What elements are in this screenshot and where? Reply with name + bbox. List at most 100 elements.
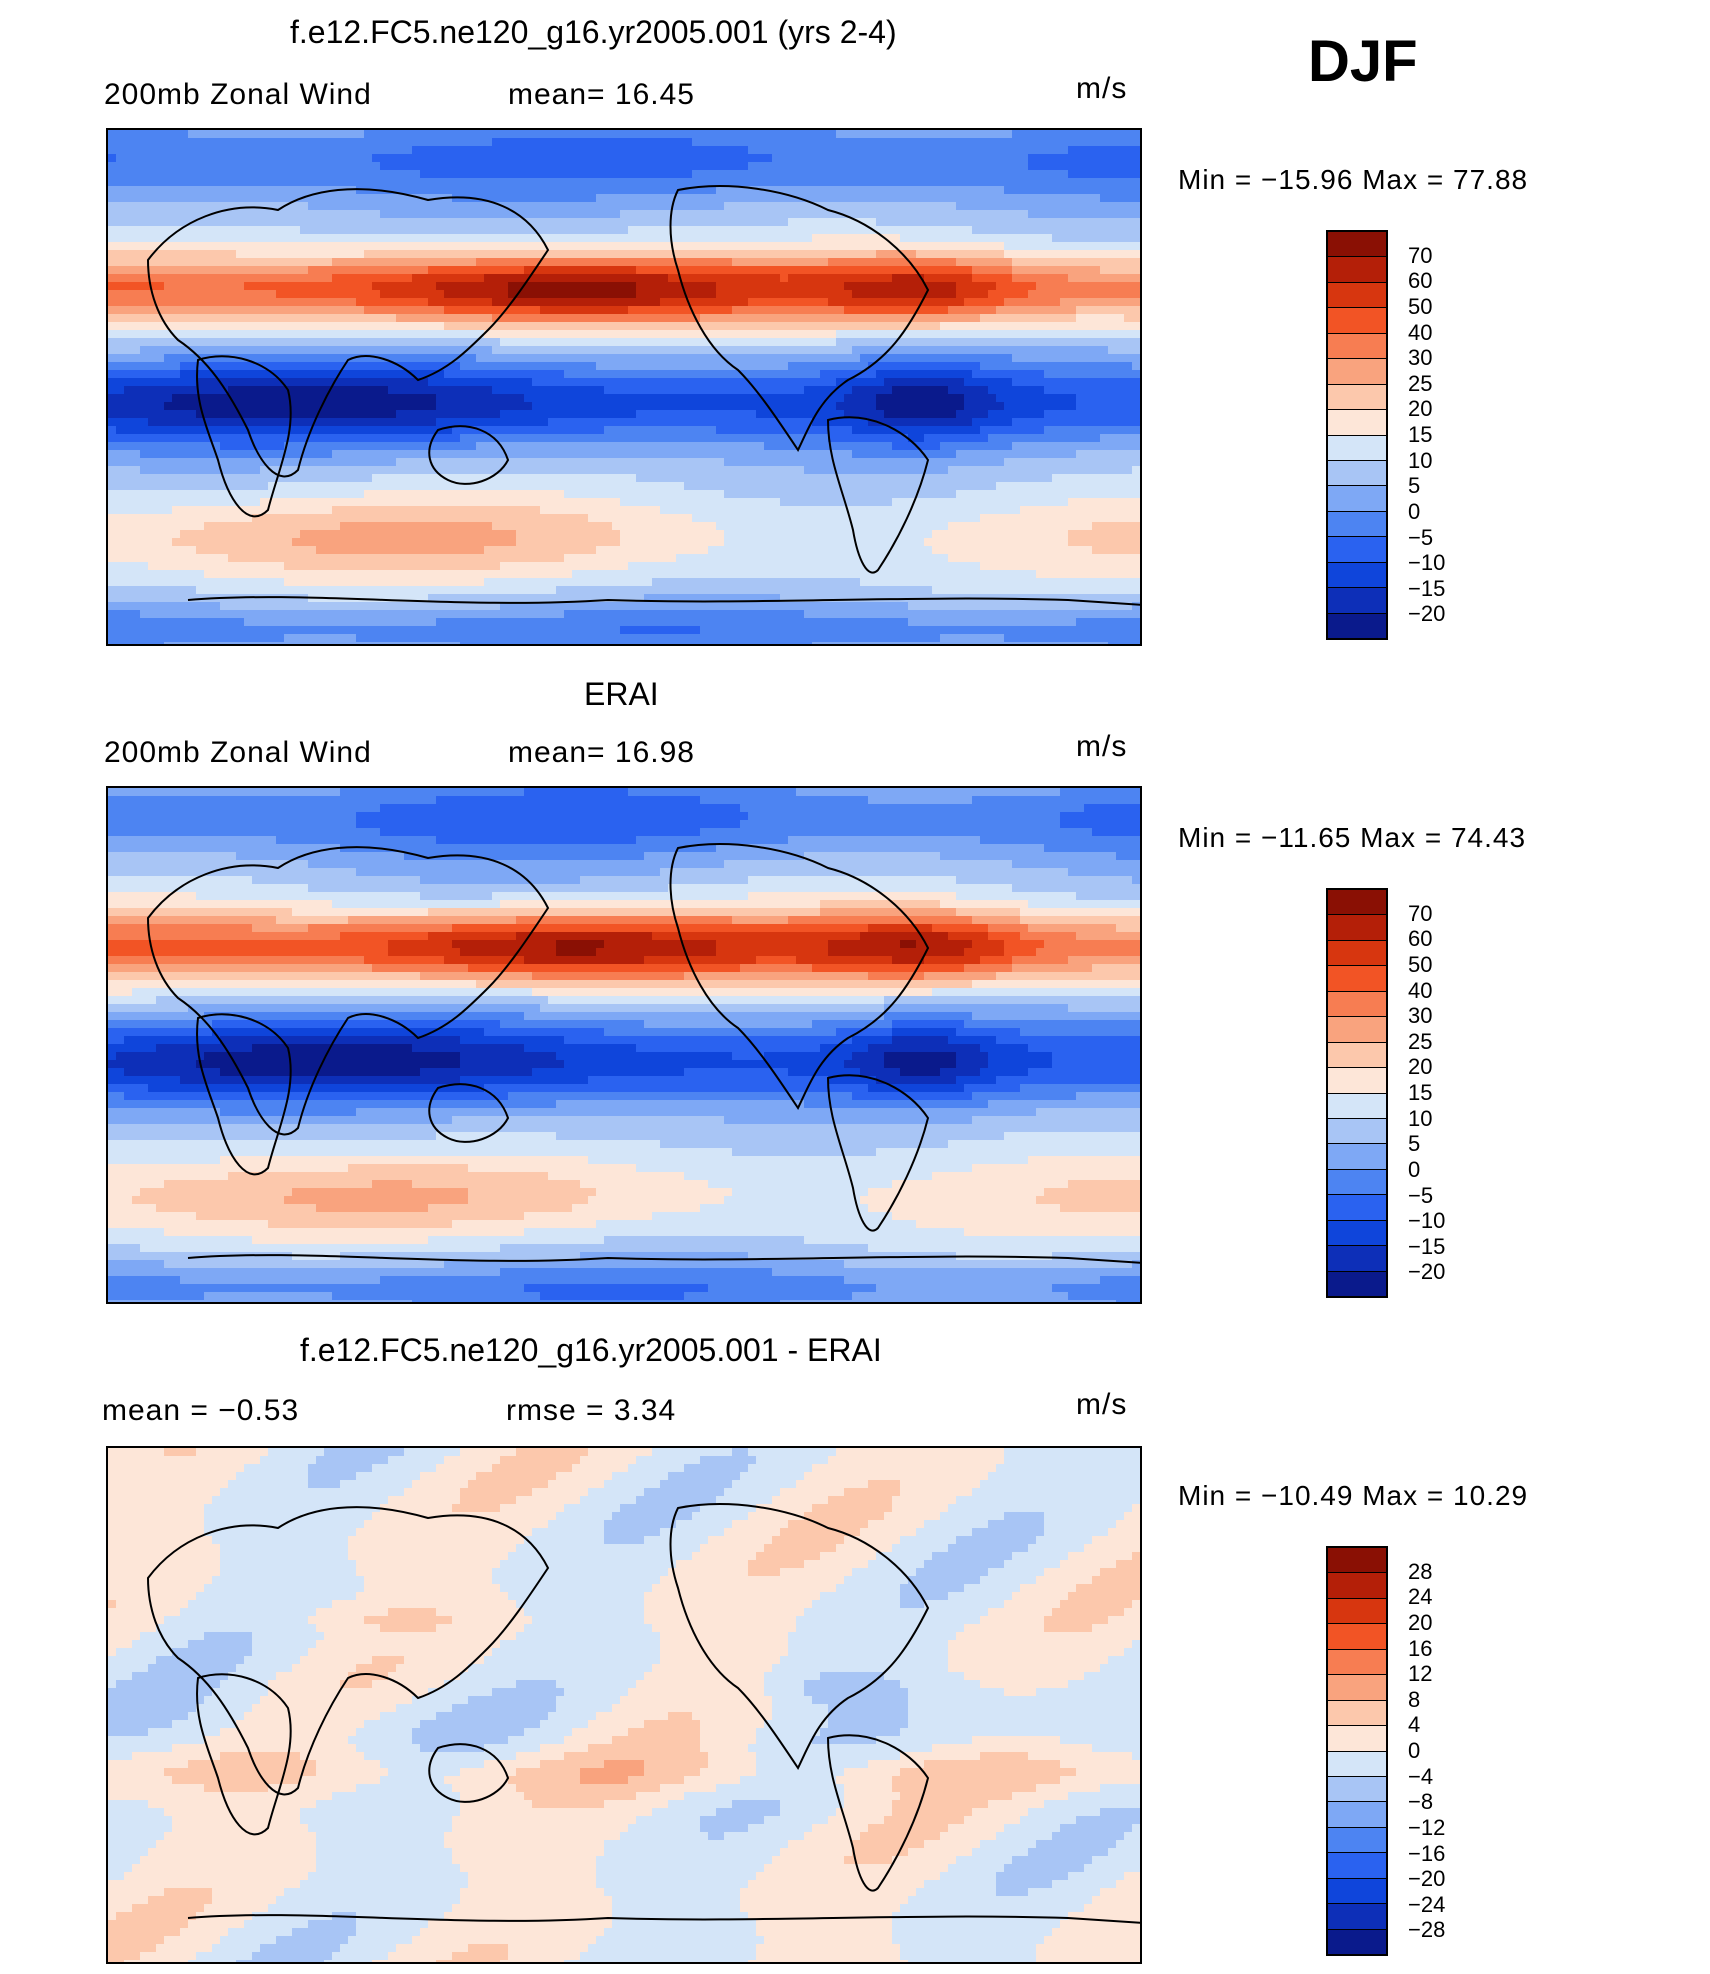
field-cell — [980, 354, 989, 363]
field-cell — [1036, 274, 1045, 283]
field-cell — [980, 138, 989, 147]
field-cell — [292, 378, 301, 387]
field-cell — [580, 394, 589, 403]
field-cell — [324, 210, 333, 219]
field-cell — [732, 354, 741, 363]
field-cell — [444, 282, 453, 291]
field-cell — [876, 314, 885, 323]
field-cell — [308, 418, 317, 427]
field-cell — [148, 274, 157, 283]
field-cell — [836, 266, 845, 275]
field-cell — [780, 338, 789, 347]
field-cell — [436, 314, 445, 323]
field-cell — [620, 138, 629, 147]
field-cell — [796, 138, 805, 147]
field-cell — [644, 354, 653, 363]
field-cell — [932, 130, 941, 139]
field-cell — [676, 322, 685, 331]
field-cell — [148, 394, 157, 403]
field-cell — [636, 362, 645, 371]
field-cell — [1108, 170, 1117, 179]
field-cell — [940, 418, 949, 427]
field-cell — [1012, 378, 1021, 387]
field-cell — [1084, 226, 1093, 235]
field-cell — [620, 194, 629, 203]
field-cell — [964, 298, 973, 307]
field-cell — [236, 130, 245, 139]
field-cell — [612, 418, 621, 427]
field-cell — [636, 186, 645, 195]
field-cell — [276, 178, 285, 187]
field-cell — [108, 346, 117, 355]
field-cell — [212, 426, 221, 435]
field-cell — [132, 218, 141, 227]
field-cell — [868, 274, 877, 283]
field-cell — [180, 410, 189, 419]
field-cell — [996, 202, 1005, 211]
field-cell — [116, 394, 125, 403]
field-cell — [1036, 290, 1045, 299]
field-cell — [996, 210, 1005, 219]
field-cell — [916, 250, 925, 259]
field-cell — [124, 322, 133, 331]
field-cell — [916, 306, 925, 315]
field-cell — [812, 242, 821, 251]
field-cell — [140, 426, 149, 435]
field-cell — [1092, 138, 1101, 147]
field-cell — [484, 178, 493, 187]
field-cell — [252, 218, 261, 227]
field-cell — [940, 146, 949, 155]
field-cell — [140, 130, 149, 139]
field-cell — [1052, 170, 1061, 179]
field-cell — [388, 402, 397, 411]
field-cell — [644, 162, 653, 171]
field-cell — [116, 410, 125, 419]
field-cell — [308, 274, 317, 283]
field-cell — [884, 210, 893, 219]
field-cell — [492, 338, 501, 347]
field-cell — [284, 338, 293, 347]
field-cell — [540, 402, 549, 411]
field-cell — [788, 346, 797, 355]
field-cell — [1060, 130, 1069, 139]
field-cell — [460, 226, 469, 235]
field-cell — [252, 402, 261, 411]
field-cell — [620, 186, 629, 195]
field-cell — [452, 250, 461, 259]
field-cell — [532, 314, 541, 323]
field-cell — [452, 298, 461, 307]
field-cell — [308, 378, 317, 387]
field-cell — [468, 378, 477, 387]
field-cell — [748, 314, 757, 323]
field-cell — [644, 266, 653, 275]
field-cell — [644, 290, 653, 299]
field-cell — [116, 418, 125, 427]
field-cell — [884, 202, 893, 211]
field-cell — [620, 266, 629, 275]
field-cell — [180, 338, 189, 347]
field-cell — [524, 178, 533, 187]
field-cell — [564, 298, 573, 307]
field-cell — [388, 362, 397, 371]
field-cell — [1132, 410, 1140, 419]
field-cell — [380, 194, 389, 203]
field-cell — [532, 362, 541, 371]
field-cell — [348, 154, 357, 163]
field-cell — [1012, 410, 1021, 419]
field-cell — [716, 290, 725, 299]
field-cell — [548, 138, 557, 147]
field-cell — [860, 258, 869, 267]
field-cell — [724, 330, 733, 339]
field-cell — [1036, 178, 1045, 187]
field-cell — [596, 370, 605, 379]
field-cell — [532, 178, 541, 187]
field-cell — [996, 370, 1005, 379]
field-cell — [252, 178, 261, 187]
field-cell — [1124, 354, 1133, 363]
field-cell — [108, 378, 117, 387]
field-cell — [652, 210, 661, 219]
field-cell — [988, 290, 997, 299]
field-cell — [660, 386, 669, 395]
field-cell — [388, 322, 397, 331]
map-field — [108, 130, 1140, 644]
